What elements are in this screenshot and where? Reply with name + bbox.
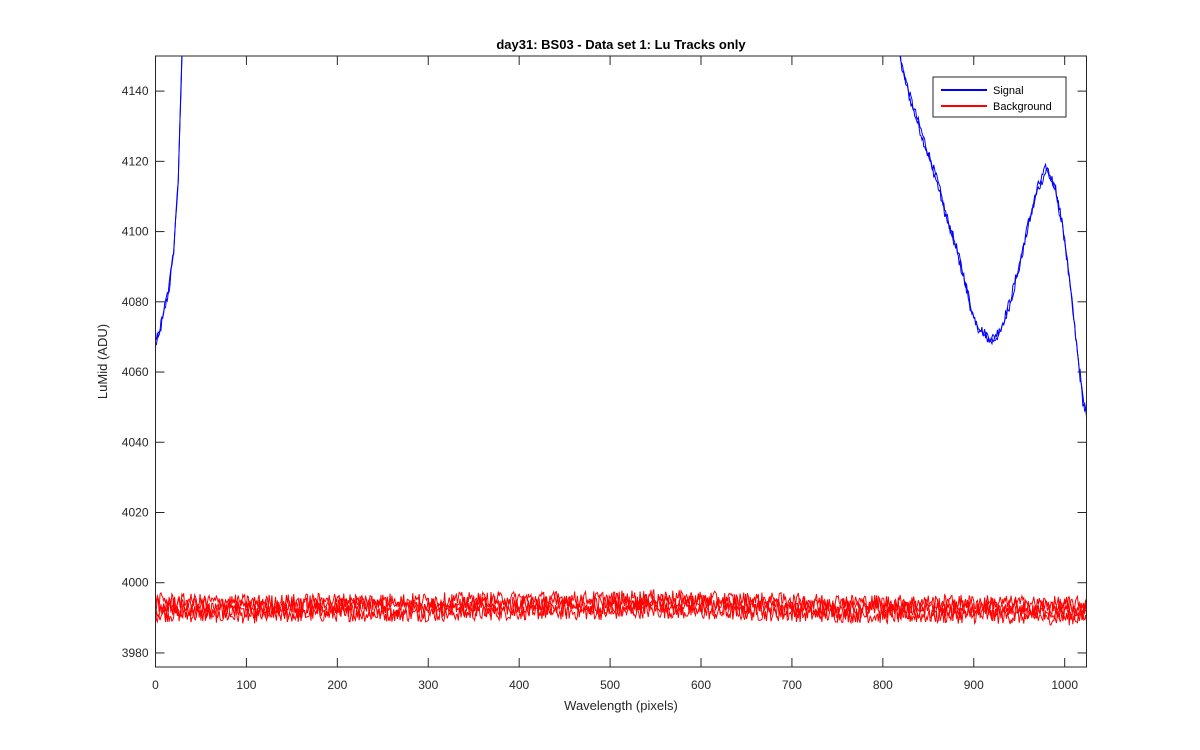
x-tick-label: 100 [236,678,256,692]
legend-label-signal: Signal [993,85,1024,97]
x-tick-label: 400 [509,678,529,692]
plot-area [155,56,1087,667]
y-tick-label: 3980 [122,646,149,660]
x-tick-label: 200 [327,678,347,692]
x-axis-label: Wavelength (pixels) [564,698,678,713]
x-tick-label: 600 [691,678,711,692]
x-tick-label: 300 [418,678,438,692]
legend: Signal Background [932,76,1067,118]
legend-label-background: Background [993,101,1052,113]
y-tick-label: 4080 [122,295,149,309]
series-line-background-track-1 [155,598,1087,621]
x-tick-label: 700 [782,678,802,692]
x-tick-label: 800 [873,678,893,692]
legend-box [932,76,1067,118]
x-tick-label: 1000 [1051,678,1078,692]
y-tick-label: 4140 [122,84,149,98]
series-line-signal-track-1 [155,56,1087,418]
y-tick-label: 4100 [122,225,149,239]
y-tick-label: 4020 [122,505,149,519]
y-tick-label: 4040 [122,435,149,449]
x-tick-label: 0 [152,678,159,692]
x-tick-label: 500 [600,678,620,692]
ticks-layer: 0 100 200 300 400 500 600 700 800 900 1000 3980 4000… [122,56,1087,692]
series-layer [155,56,1087,626]
series-line-background-track-3 [155,589,1087,612]
chart-title: day31: BS03 - Data set 1: Lu Tracks only [496,37,746,52]
y-tick-label: 4120 [122,154,149,168]
y-tick-label: 4060 [122,365,149,379]
y-axis-label: LuMid (ADU) [95,324,110,399]
plot-frame [155,55,1087,668]
x-tick-label: 900 [964,678,984,692]
y-tick-label: 4000 [122,576,149,590]
